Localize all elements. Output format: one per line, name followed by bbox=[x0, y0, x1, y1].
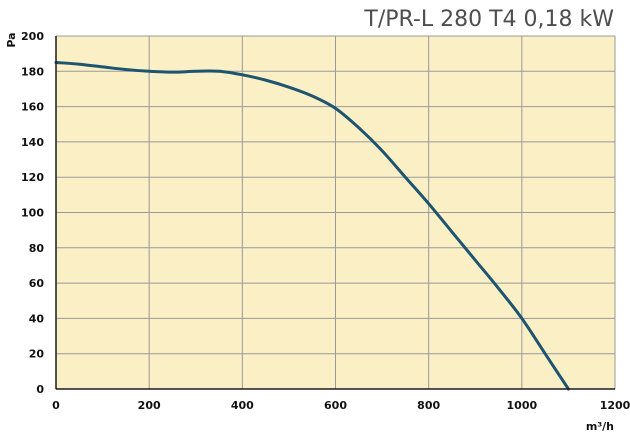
fan-curve-line bbox=[54, 60, 570, 391]
y-tick-labels: 0 20 40 60 80 100 120 140 160 180 200 bbox=[21, 30, 44, 396]
y-tick-label: 200 bbox=[21, 30, 44, 43]
y-tick-label: 80 bbox=[29, 242, 45, 255]
x-tick-label: 200 bbox=[138, 399, 161, 412]
y-tick-label: 140 bbox=[21, 136, 44, 149]
x-tick-label: 1000 bbox=[507, 399, 538, 412]
x-tick-label: 800 bbox=[417, 399, 440, 412]
x-tick-label: 600 bbox=[324, 399, 347, 412]
y-tick-label: 180 bbox=[21, 65, 44, 78]
y-axis-label: Pa bbox=[5, 32, 18, 47]
x-axis-label: m³/h bbox=[586, 420, 614, 433]
x-tick-label: 0 bbox=[52, 399, 60, 412]
y-tick-label: 120 bbox=[21, 171, 44, 184]
y-tick-label: 160 bbox=[21, 101, 44, 114]
y-tick-label: 0 bbox=[36, 383, 44, 396]
chart-title: T/PR-L 280 T4 0,18 kW bbox=[363, 7, 614, 32]
x-tick-labels: 0 200 400 600 800 1000 1200 bbox=[52, 399, 630, 412]
y-tick-label: 20 bbox=[29, 348, 45, 361]
series-layer bbox=[54, 60, 570, 391]
x-tick-label: 400 bbox=[231, 399, 254, 412]
axes-layer bbox=[55, 36, 615, 390]
y-tick-label: 100 bbox=[21, 207, 44, 220]
y-tick-label: 60 bbox=[29, 277, 45, 290]
y-tick-label: 40 bbox=[29, 312, 45, 325]
x-tick-label: 1200 bbox=[600, 399, 630, 412]
